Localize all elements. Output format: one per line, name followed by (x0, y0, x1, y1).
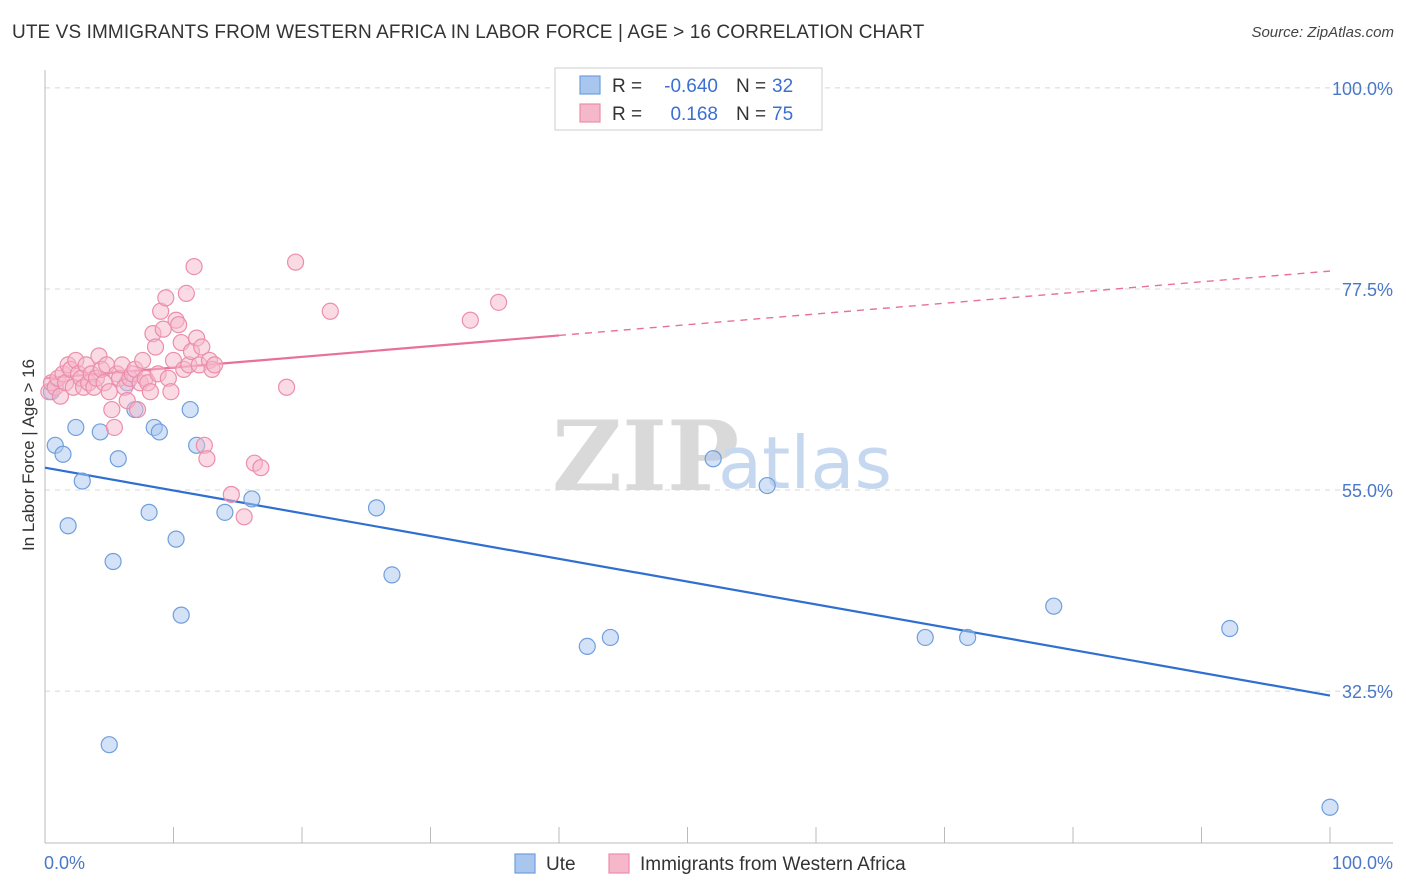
y-tick-labels: 100.0% 77.5% 55.0% 32.5% (1332, 79, 1393, 702)
y-axis-title: In Labor Force | Age > 16 (19, 359, 38, 551)
watermark: ZIP atlas (552, 400, 892, 513)
x-tick-label-0: 0.0% (44, 853, 85, 873)
point-ute-9 (100, 736, 118, 754)
point-ute-28 (959, 628, 977, 647)
legend-swatch-immigrants (579, 103, 601, 123)
legend-n-value-immigrants: 75 (772, 104, 793, 125)
legend-n-label-ute: N = (736, 76, 766, 97)
grid-lines (45, 87, 1393, 692)
bottom-legend: Ute Immigrants from Western Africa (514, 853, 906, 875)
chart-title: UTE VS IMMIGRANTS FROM WESTERN AFRICA IN… (12, 22, 925, 43)
legend-n-label-immigrants: N = (736, 104, 766, 125)
bottom-legend-swatch-ute (514, 853, 536, 874)
point-immigrants-72 (461, 311, 479, 329)
point-ute-24 (601, 628, 620, 647)
point-ute-20 (243, 490, 261, 508)
point-immigrants-59 (193, 338, 211, 356)
trend-line-immigrants-dashed (558, 270, 1331, 337)
point-immigrants-45 (157, 289, 175, 307)
point-ute-7 (109, 450, 127, 468)
point-ute-14 (150, 423, 168, 441)
point-ute-5 (59, 517, 77, 535)
point-immigrants-64 (206, 356, 224, 374)
point-immigrants-73 (490, 293, 508, 311)
bottom-legend-swatch-immigrants (608, 853, 630, 874)
watermark-atlas: atlas (718, 421, 892, 505)
legend-r-label-ute: R = (612, 76, 642, 97)
point-immigrants-69 (277, 378, 296, 396)
point-immigrants-70 (286, 253, 305, 271)
x-tick-label-1: 100.0% (1332, 853, 1393, 873)
point-ute-12 (140, 503, 158, 521)
point-immigrants-24 (103, 400, 121, 419)
point-immigrants-71 (321, 302, 339, 320)
point-ute-3 (67, 418, 85, 437)
point-immigrants-68 (252, 459, 270, 477)
point-immigrants-36 (134, 351, 152, 370)
point-immigrants-50 (170, 316, 188, 334)
point-ute-31 (1321, 798, 1339, 816)
point-immigrants-25 (105, 418, 123, 437)
bottom-legend-label-immigrants: Immigrants from Western Africa (640, 854, 906, 875)
point-immigrants-47 (162, 383, 180, 401)
point-ute-29 (1045, 597, 1063, 615)
y-tick-label-3: 32.5% (1342, 682, 1393, 702)
source-label: Source: ZipAtlas.com (1251, 24, 1394, 41)
point-immigrants-34 (128, 400, 147, 419)
point-ute-8 (104, 552, 122, 571)
legend-n-value-ute: 32 (772, 76, 793, 97)
point-immigrants-41 (146, 338, 165, 356)
point-ute-6 (91, 423, 109, 441)
point-ute-16 (172, 606, 190, 624)
point-ute-4 (73, 472, 91, 490)
point-ute-19 (216, 503, 234, 521)
axes (44, 70, 1393, 844)
point-ute-23 (578, 637, 596, 655)
point-immigrants-44 (154, 320, 172, 338)
y-tick-label-0: 100.0% (1332, 79, 1393, 99)
legend: R = -0.640 N = 32 R = 0.168 N = 75 (554, 67, 823, 131)
y-tick-label-2: 55.0% (1342, 481, 1393, 501)
y-tick-label-1: 77.5% (1342, 280, 1393, 300)
point-ute-17 (181, 400, 199, 419)
trend-line-ute (44, 466, 1331, 697)
point-ute-30 (1221, 619, 1239, 638)
legend-r-label-immigrants: R = (612, 104, 642, 125)
legend-swatch-ute (579, 75, 601, 95)
point-ute-27 (916, 628, 934, 647)
legend-r-value-ute: -0.640 (664, 76, 718, 97)
point-ute-21 (367, 499, 386, 517)
data-points (40, 253, 1339, 816)
point-immigrants-39 (141, 383, 159, 401)
point-ute-25 (704, 450, 722, 468)
point-immigrants-61 (198, 450, 216, 468)
bottom-legend-label-ute: Ute (546, 854, 576, 875)
point-ute-22 (383, 566, 401, 584)
point-ute-2 (54, 445, 72, 463)
point-immigrants-56 (185, 258, 203, 276)
x-tick-labels: 0.0% 100.0% (44, 853, 1393, 873)
point-ute-26 (758, 476, 776, 495)
legend-r-value-immigrants: 0.168 (670, 104, 718, 125)
point-immigrants-66 (235, 508, 253, 526)
point-immigrants-53 (177, 284, 195, 303)
point-immigrants-65 (222, 485, 240, 504)
point-ute-15 (167, 530, 185, 548)
point-immigrants-23 (100, 383, 118, 401)
